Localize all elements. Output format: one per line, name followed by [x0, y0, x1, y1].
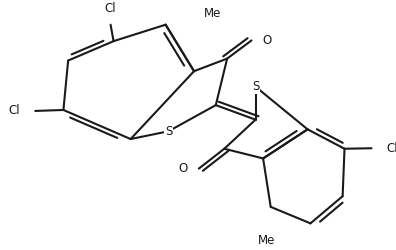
Text: Me: Me — [257, 234, 275, 247]
Text: O: O — [178, 162, 188, 175]
Text: S: S — [165, 125, 172, 138]
Text: Cl: Cl — [386, 142, 396, 155]
Text: S: S — [252, 80, 259, 93]
Text: Me: Me — [204, 6, 221, 20]
Text: O: O — [262, 34, 271, 47]
Text: Cl: Cl — [9, 104, 20, 118]
Text: Cl: Cl — [105, 2, 116, 15]
